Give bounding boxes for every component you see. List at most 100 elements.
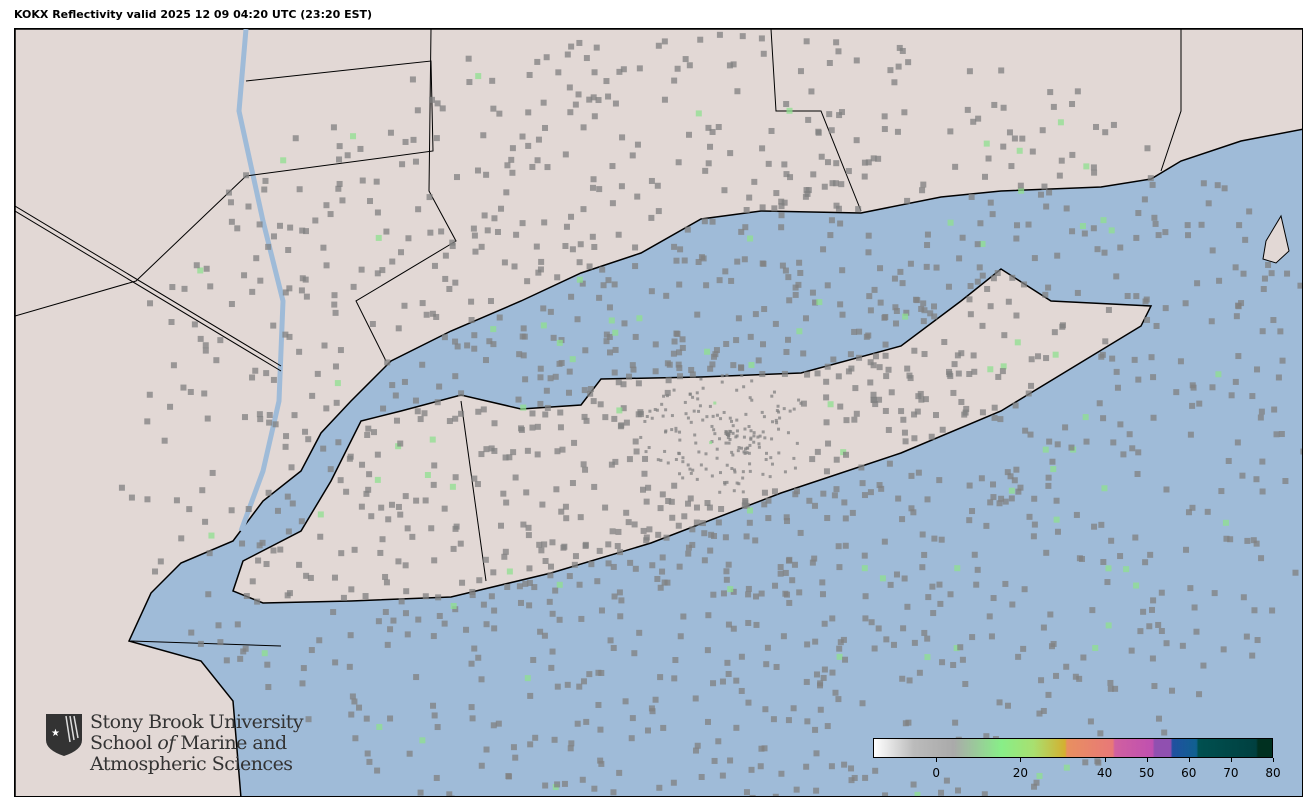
radar-echo-pixel — [398, 598, 405, 605]
radar-echo-pixel — [243, 172, 250, 179]
radar-echo-pixel — [665, 498, 672, 505]
radar-echo-pixel — [733, 470, 737, 474]
radar-echo-pixel — [469, 715, 476, 722]
radar-echo-pixel — [358, 503, 365, 510]
radar-echo-pixel — [263, 561, 270, 568]
radar-echo-pixel — [266, 419, 273, 426]
radar-echo-pixel — [454, 343, 461, 350]
radar-echo-pixel — [1020, 645, 1027, 652]
radar-echo-pixel — [795, 281, 802, 288]
radar-echo-pixel — [652, 696, 659, 703]
radar-echo-pixel — [591, 69, 598, 76]
radar-echo-pixel — [1073, 511, 1080, 518]
radar-echo-pixel — [833, 486, 840, 493]
radar-echo-pixel — [498, 205, 505, 212]
radar-echo-pixel — [549, 610, 556, 617]
radar-echo-pixel — [765, 497, 772, 504]
radar-echo-pixel — [804, 718, 811, 725]
radar-echo-pixel — [939, 659, 946, 666]
radar-echo-pixel — [524, 278, 531, 285]
radar-echo-pixel — [707, 547, 714, 554]
radar-echo-pixel — [839, 311, 846, 318]
radar-echo-pixel — [752, 431, 756, 435]
radar-echo-pixel — [567, 745, 574, 752]
radar-echo-pixel — [332, 659, 339, 666]
radar-echo-pixel — [1042, 446, 1049, 453]
radar-echo-pixel — [748, 766, 755, 773]
radar-echo-pixel — [699, 520, 706, 527]
radar-echo-pixel — [384, 641, 391, 648]
radar-echo-pixel — [1126, 431, 1133, 438]
radar-echo-pixel — [392, 392, 399, 399]
radar-echo-pixel — [1114, 384, 1121, 391]
radar-echo-pixel — [144, 418, 151, 425]
radar-echo-pixel — [291, 412, 298, 419]
radar-echo-pixel — [712, 428, 716, 432]
radar-echo-pixel — [891, 275, 898, 282]
radar-echo-pixel — [1209, 247, 1216, 254]
radar-map[interactable] — [14, 28, 1303, 797]
radar-echo-pixel — [441, 505, 448, 512]
radar-echo-pixel — [806, 497, 813, 504]
radar-echo-pixel — [641, 470, 648, 477]
colorbar-tick-mark — [1230, 758, 1232, 762]
radar-echo-pixel — [427, 229, 434, 236]
radar-echo-pixel — [1120, 451, 1127, 458]
radar-echo-pixel — [568, 293, 575, 300]
radar-echo-pixel — [692, 695, 699, 702]
radar-echo-pixel — [374, 767, 381, 774]
radar-echo-pixel — [470, 225, 477, 232]
radar-echo-pixel — [417, 416, 424, 423]
radar-echo-pixel — [1284, 270, 1291, 277]
radar-echo-pixel — [777, 410, 781, 414]
radar-echo-pixel — [323, 262, 330, 269]
radar-echo-pixel — [851, 774, 858, 781]
radar-echo-pixel — [335, 439, 342, 446]
radar-echo-pixel — [387, 715, 394, 722]
radar-echo-pixel — [730, 61, 737, 68]
radar-echo-pixel — [825, 440, 832, 447]
radar-echo-pixel — [759, 341, 766, 348]
radar-echo-pixel — [1051, 329, 1058, 336]
radar-echo-pixel — [280, 157, 287, 164]
radar-echo-pixel — [465, 55, 472, 62]
radar-echo-pixel — [547, 563, 554, 570]
radar-echo-pixel — [725, 621, 732, 628]
radar-echo-pixel — [554, 781, 561, 788]
radar-echo-pixel — [413, 674, 420, 681]
radar-echo-pixel — [760, 50, 767, 57]
radar-echo-pixel — [797, 398, 801, 402]
radar-echo-pixel — [1177, 358, 1184, 365]
radar-echo-pixel — [1013, 466, 1020, 473]
radar-echo-pixel — [1133, 582, 1140, 589]
radar-echo-pixel — [847, 351, 854, 358]
radar-echo-pixel — [365, 425, 372, 432]
radar-echo-pixel — [694, 441, 698, 445]
radar-echo-pixel — [1129, 445, 1136, 452]
radar-echo-pixel — [789, 577, 796, 584]
radar-echo-pixel — [553, 486, 560, 493]
radar-echo-pixel — [757, 763, 764, 770]
radar-echo-pixel — [675, 361, 682, 368]
radar-echo-pixel — [662, 394, 666, 398]
radar-echo-pixel — [837, 301, 844, 308]
radar-echo-pixel — [752, 434, 756, 438]
radar-echo-pixel — [705, 160, 712, 167]
radar-echo-pixel — [1053, 516, 1060, 523]
radar-echo-pixel — [282, 443, 289, 450]
radar-echo-pixel — [412, 397, 419, 404]
radar-echo-pixel — [833, 160, 840, 167]
radar-echo-pixel — [723, 568, 730, 575]
radar-echo-pixel — [748, 443, 752, 447]
radar-echo-pixel — [756, 435, 760, 439]
radar-echo-pixel — [598, 760, 605, 767]
radar-echo-pixel — [861, 173, 868, 180]
radar-echo-pixel — [969, 634, 976, 641]
radar-echo-pixel — [598, 607, 605, 614]
radar-echo-pixel — [837, 403, 844, 410]
radar-echo-pixel — [505, 773, 512, 780]
radar-echo-pixel — [572, 101, 579, 108]
radar-echo-pixel — [1043, 355, 1050, 362]
radar-echo-pixel — [245, 506, 252, 513]
radar-echo-pixel — [877, 299, 884, 306]
